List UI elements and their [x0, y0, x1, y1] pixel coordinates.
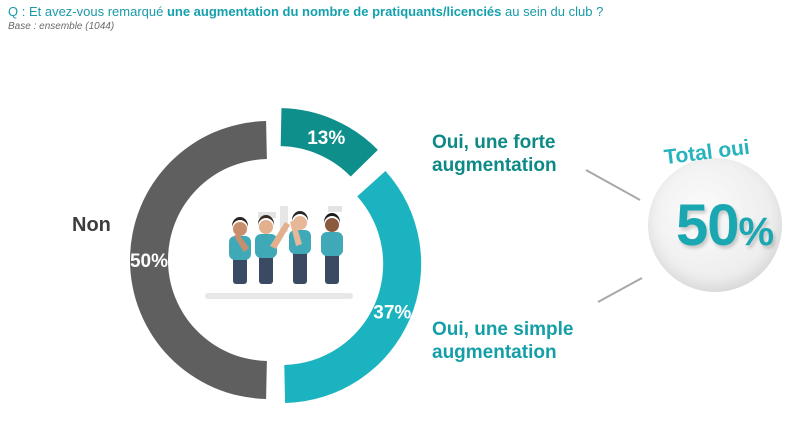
person-hair — [324, 213, 340, 224]
base-note: Base : ensemble (1044) — [8, 21, 115, 32]
ground-shadow — [205, 293, 353, 299]
person-torso — [255, 234, 277, 258]
person-legs — [233, 254, 247, 284]
person-torso — [229, 236, 251, 260]
donut-segment — [130, 121, 267, 399]
total-circle — [648, 158, 782, 292]
person-head — [325, 218, 339, 232]
background-shape — [280, 206, 288, 232]
person-legs — [293, 248, 307, 284]
label-simple-augmentation: Oui, une simple augmentation — [432, 319, 574, 363]
person-torso — [321, 232, 343, 256]
label-forte-augmentation: Oui, une forte augmentation — [432, 132, 557, 176]
donut-segment — [284, 170, 422, 403]
person-hair — [292, 211, 308, 222]
segment-value-label: 13% — [307, 128, 345, 149]
person-legs — [325, 250, 339, 284]
person-head — [259, 220, 273, 234]
background-shape — [258, 212, 276, 218]
raised-arm — [270, 222, 290, 249]
segment-value-label: 37% — [373, 303, 411, 324]
label-non: Non — [72, 214, 111, 236]
person-hair — [258, 215, 274, 226]
raised-arm — [234, 233, 249, 252]
segment-value-label: 50% — [130, 251, 168, 272]
raised-arm — [290, 220, 302, 246]
background-shape — [328, 206, 342, 212]
team-people-illustration — [205, 206, 353, 299]
connector-line-bottom — [597, 277, 643, 303]
question-highlight: une augmentation du nombre de pratiquant… — [166, 4, 502, 19]
person-head — [233, 222, 247, 236]
connector-line-top — [585, 169, 641, 201]
person-hair — [232, 217, 248, 228]
total-value: 50% — [676, 193, 774, 258]
donut-segment — [280, 108, 378, 177]
person-legs — [259, 252, 273, 284]
question-text: Q : Et avez-vous remarqué une augmentati… — [8, 4, 604, 19]
